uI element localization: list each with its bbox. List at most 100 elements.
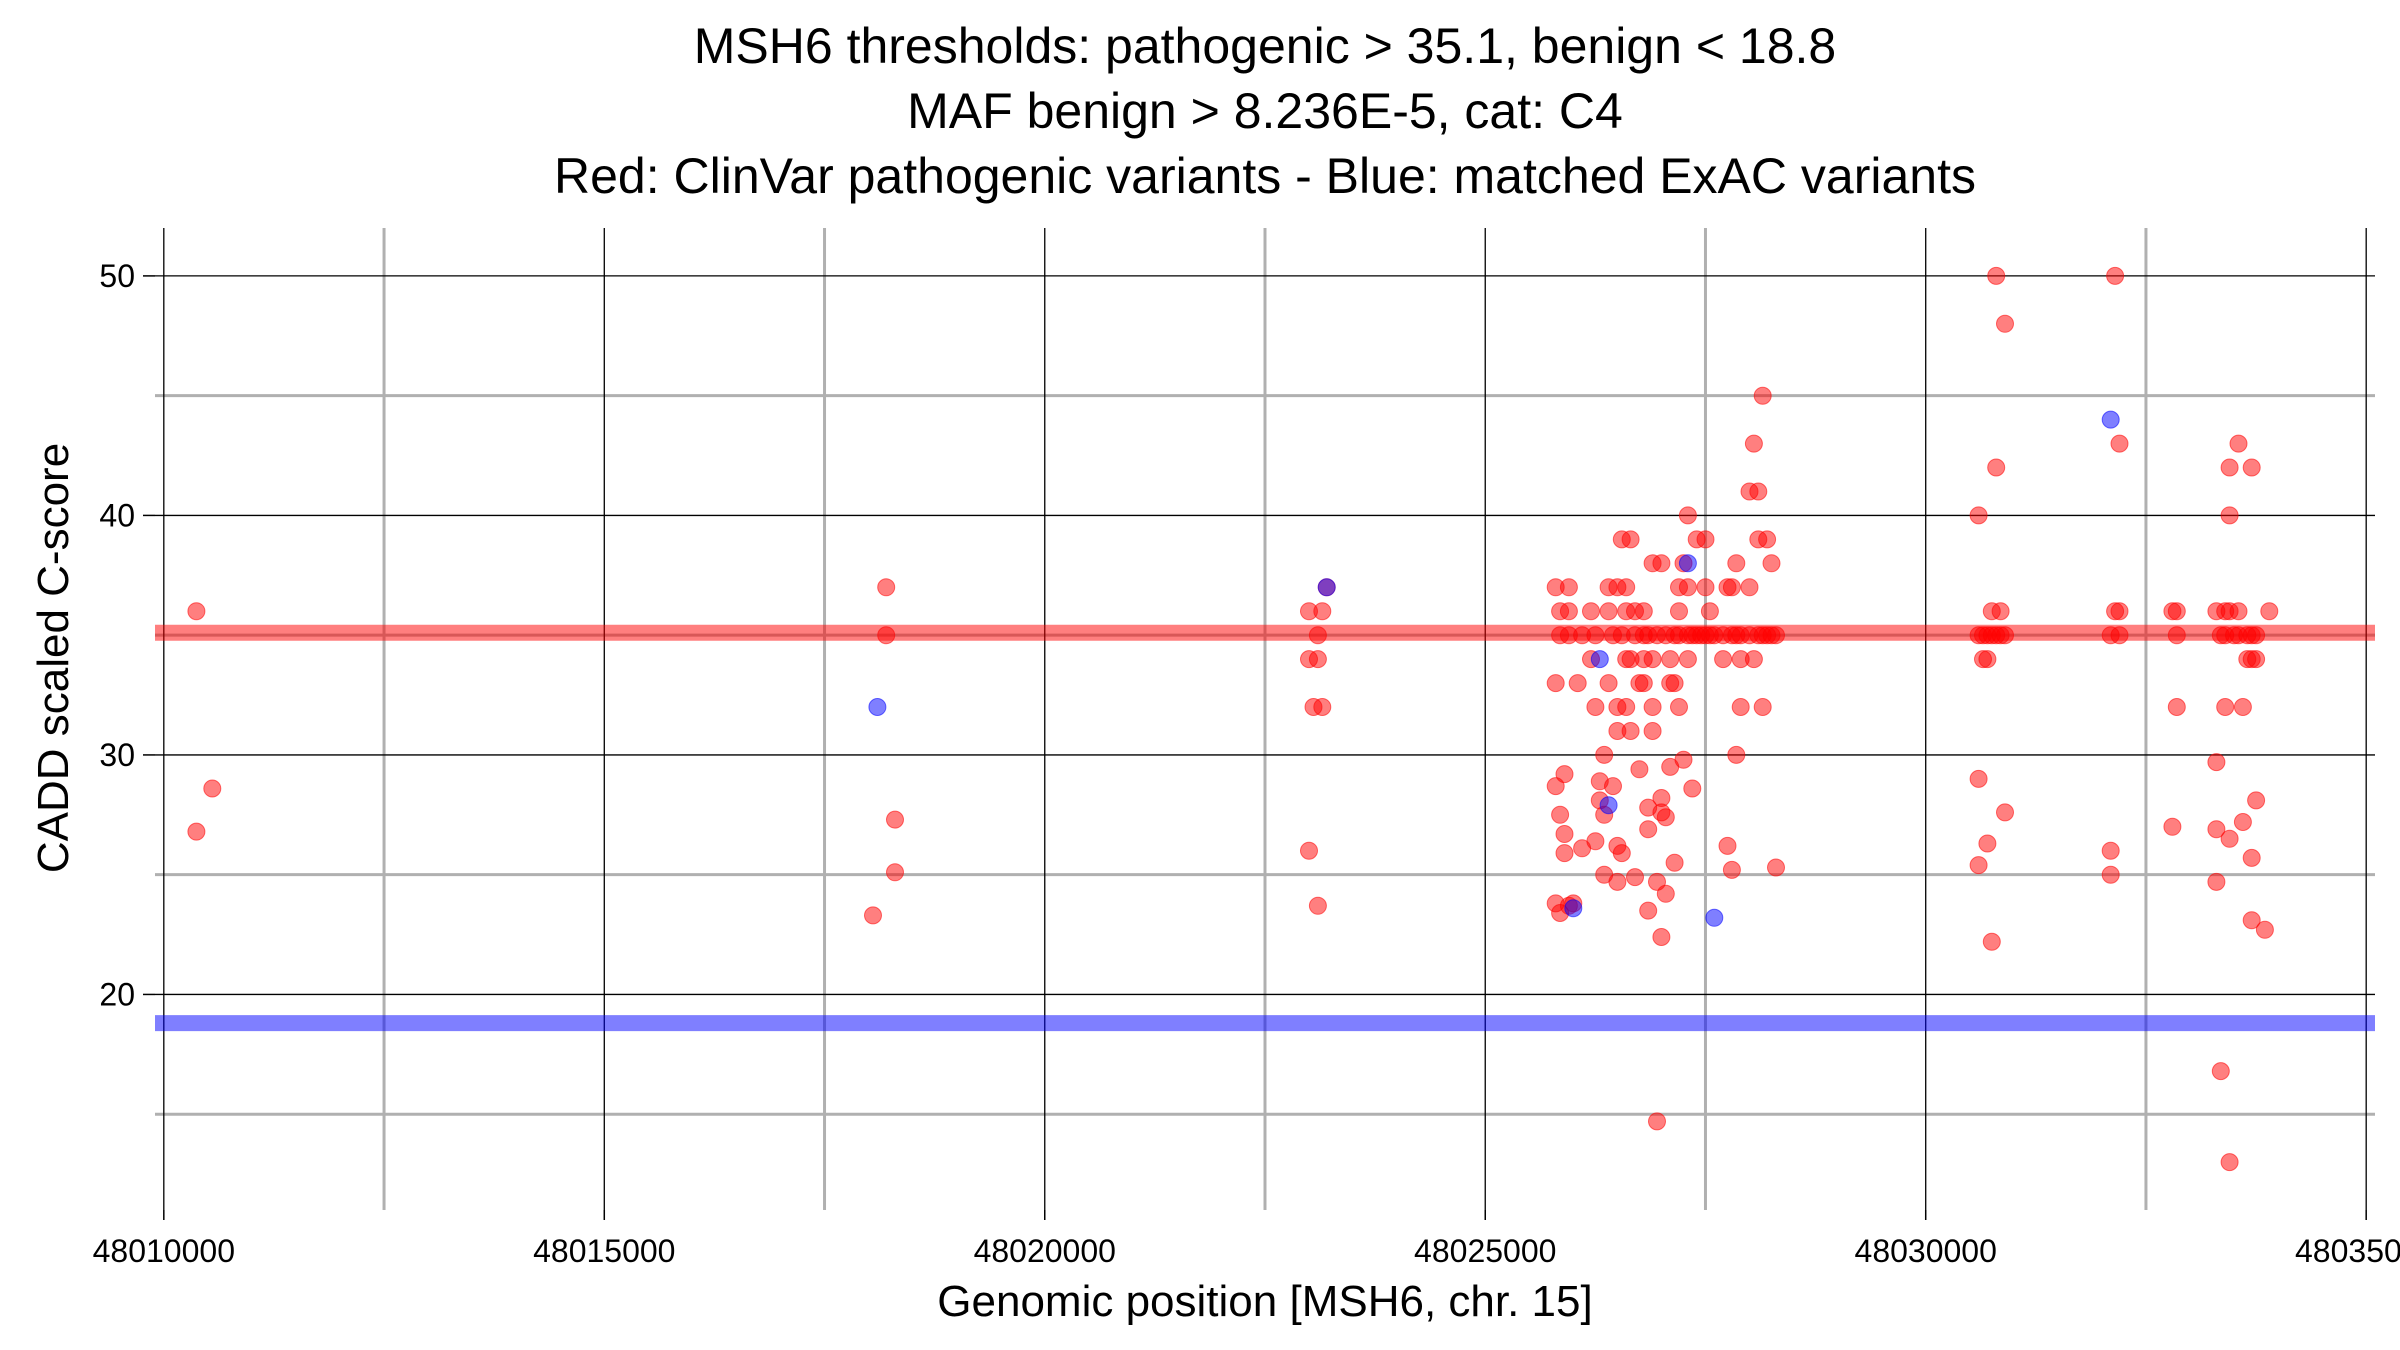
data-point xyxy=(1731,698,1750,716)
data-point xyxy=(1714,650,1733,669)
data-point xyxy=(1727,745,1746,764)
data-point xyxy=(2242,911,2261,930)
data-point xyxy=(1308,650,1327,669)
data-point xyxy=(1643,650,1662,669)
data-point xyxy=(886,863,904,882)
data-point xyxy=(1564,899,1583,918)
x-tick-label: 48030000 xyxy=(1855,1233,1997,1269)
data-point xyxy=(1568,674,1587,693)
data-point xyxy=(1586,698,1605,716)
data-point xyxy=(1634,602,1653,621)
data-point xyxy=(868,698,887,716)
data-point xyxy=(1648,1112,1666,1131)
data-point xyxy=(1317,578,1336,597)
data-point xyxy=(2167,626,2186,645)
axis-ticks: 48010000 48015000 48020000 48025000 48030000… xyxy=(93,258,2400,1269)
data-point xyxy=(1559,578,1578,597)
data-point xyxy=(1656,884,1675,903)
data-point xyxy=(2101,841,2120,860)
data-point xyxy=(1727,554,1746,573)
data-point xyxy=(1665,853,1684,872)
data-point xyxy=(2207,872,2226,891)
data-point xyxy=(1639,820,1658,839)
data-point xyxy=(1744,434,1763,453)
data-point xyxy=(877,626,896,645)
data-point xyxy=(1722,860,1741,879)
data-point xyxy=(1740,578,1759,597)
data-point xyxy=(1982,932,2001,951)
chart-title-line-3: Red: ClinVar pathogenic variants - Blue:… xyxy=(554,148,1976,204)
data-point xyxy=(2247,626,2266,645)
data-point xyxy=(1758,530,1777,549)
data-point xyxy=(1753,386,1772,405)
data-point xyxy=(1987,458,2006,477)
data-point xyxy=(1608,872,1627,891)
data-point xyxy=(1722,578,1741,597)
data-point xyxy=(1700,602,1719,621)
data-point xyxy=(1555,765,1574,784)
data-point xyxy=(1652,928,1671,946)
data-point xyxy=(2211,1062,2230,1081)
x-tick-label: 48025000 xyxy=(1414,1233,1556,1269)
data-point xyxy=(2220,506,2239,525)
data-point xyxy=(1656,808,1675,827)
data-point xyxy=(1617,578,1636,597)
data-point xyxy=(1678,554,1697,573)
data-point xyxy=(1978,834,1997,853)
data-point xyxy=(1969,856,1988,875)
data-point xyxy=(1621,530,1640,549)
data-point xyxy=(2106,266,2125,285)
data-point xyxy=(1767,626,1785,645)
data-point xyxy=(1590,650,1609,669)
data-point xyxy=(1586,832,1605,851)
data-point xyxy=(1621,722,1640,740)
data-point xyxy=(2216,698,2235,716)
data-point xyxy=(1996,626,2014,645)
data-point xyxy=(1643,722,1662,740)
data-points xyxy=(187,266,2279,1172)
data-point xyxy=(1969,506,1988,525)
data-point xyxy=(1604,777,1622,796)
data-point xyxy=(2229,434,2248,453)
data-point xyxy=(2101,865,2120,884)
data-point xyxy=(2163,817,2182,836)
data-point xyxy=(1617,698,1636,716)
data-point xyxy=(2220,829,2239,848)
data-point xyxy=(1551,805,1570,824)
data-point xyxy=(2233,813,2252,831)
data-point xyxy=(187,822,206,841)
data-point xyxy=(187,602,206,621)
data-point xyxy=(1744,650,1763,669)
data-point xyxy=(1767,858,1785,877)
data-point xyxy=(1626,868,1644,887)
data-point xyxy=(2207,753,2226,772)
chart-title-line-1: MSH6 thresholds: pathogenic > 35.1, beni… xyxy=(694,18,1836,74)
data-point xyxy=(1991,602,2010,621)
data-point xyxy=(1705,908,1724,927)
data-point xyxy=(1683,779,1702,798)
data-point xyxy=(1612,844,1631,863)
data-point xyxy=(877,578,896,597)
data-point xyxy=(886,810,904,829)
data-point xyxy=(1718,836,1737,855)
data-point xyxy=(1555,825,1574,843)
data-point xyxy=(1639,901,1658,920)
y-tick-label: 30 xyxy=(99,737,135,773)
series-exac-matched xyxy=(868,410,2120,927)
y-axis-label: CADD scaled C-score xyxy=(29,443,78,873)
data-point xyxy=(2255,920,2274,939)
data-point xyxy=(1559,602,1578,621)
data-point xyxy=(2233,698,2252,716)
data-point xyxy=(864,906,882,925)
data-point xyxy=(1674,750,1693,769)
data-point xyxy=(2260,602,2279,621)
x-tick-label: 48035000 xyxy=(2295,1233,2400,1269)
data-point xyxy=(1753,698,1772,716)
data-point xyxy=(1634,674,1653,693)
data-point xyxy=(1313,602,1332,621)
data-point xyxy=(1643,698,1662,716)
data-point xyxy=(2220,1153,2239,1172)
data-point xyxy=(1546,674,1565,693)
data-point xyxy=(1996,803,2014,822)
data-point xyxy=(1969,769,1988,788)
